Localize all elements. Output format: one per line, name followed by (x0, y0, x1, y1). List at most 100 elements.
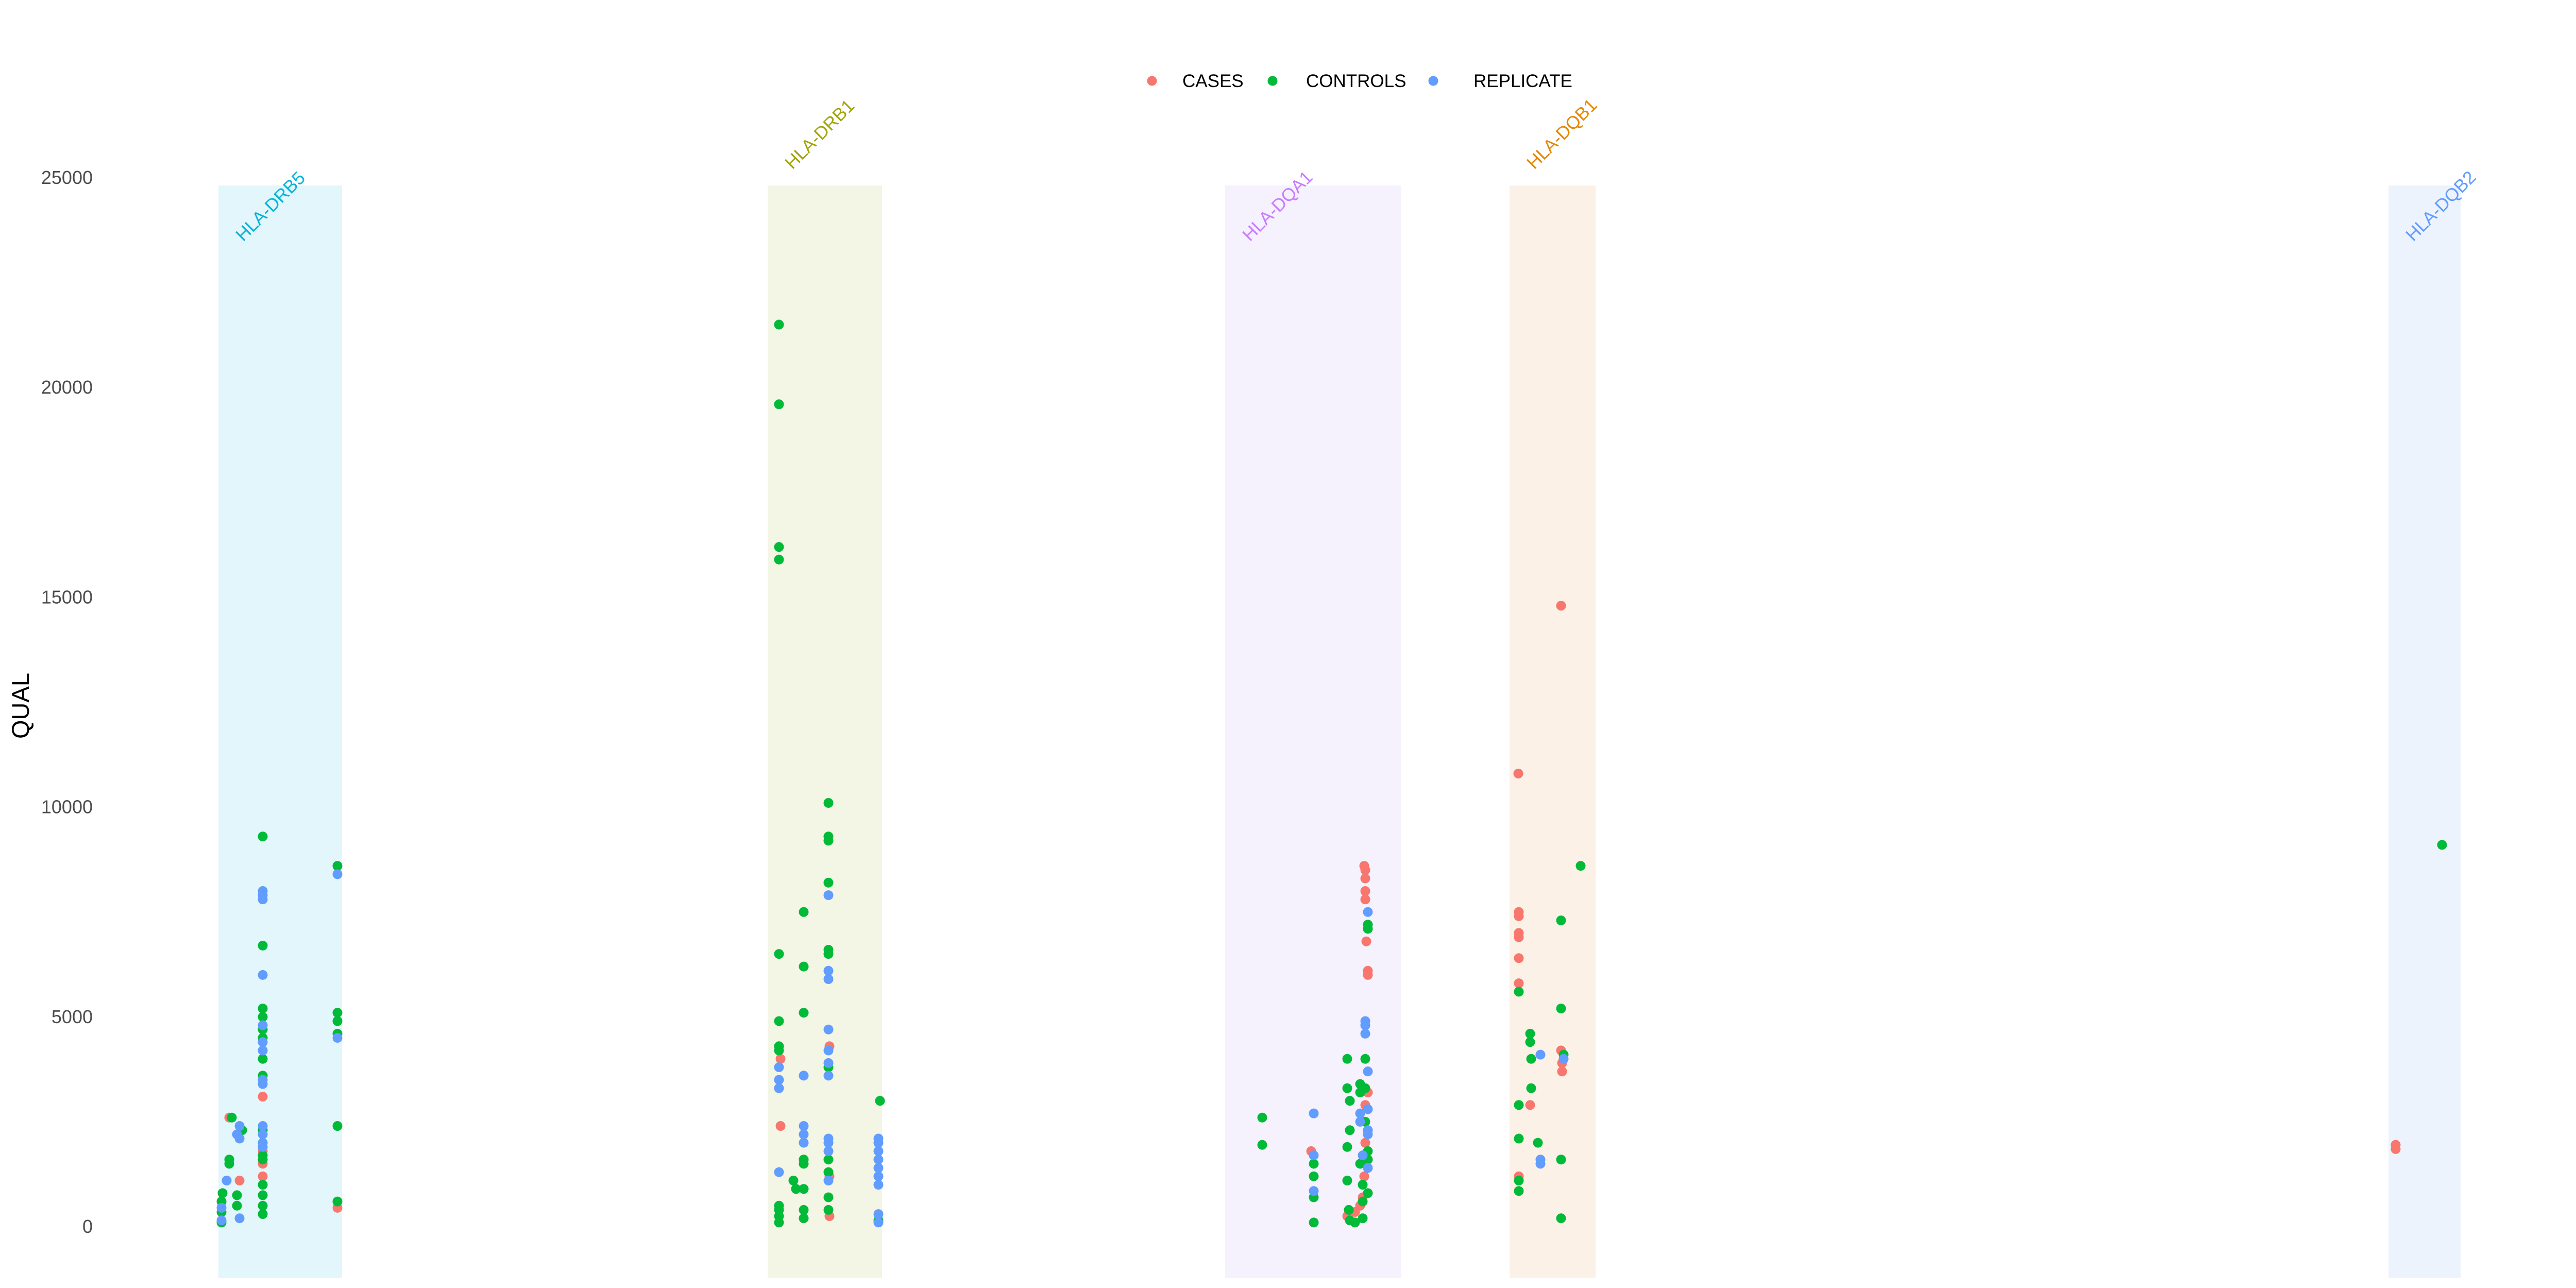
point-controls (1344, 1205, 1354, 1215)
point-controls (332, 861, 343, 871)
point-controls (823, 836, 834, 846)
point-replicate (216, 1215, 227, 1226)
point-cases (1360, 886, 1370, 896)
point-replicate (823, 1175, 834, 1185)
point-replicate (258, 1037, 268, 1047)
point-controls (823, 798, 834, 808)
legend: CASES CONTROLS REPLICATE (1147, 71, 1572, 91)
point-replicate (873, 1217, 884, 1228)
point-replicate (258, 1020, 268, 1030)
point-controls (1514, 1186, 1524, 1196)
point-controls (799, 1205, 809, 1215)
point-controls (258, 1180, 268, 1190)
y-tick-label: 0 (82, 1216, 93, 1237)
point-replicate (258, 1079, 268, 1089)
point-controls (1345, 1096, 1355, 1106)
point-replicate (873, 1138, 884, 1148)
point-controls (1309, 1217, 1319, 1228)
point-replicate (1309, 1150, 1319, 1161)
point-controls (774, 949, 784, 959)
point-controls (258, 1054, 268, 1064)
point-cases (1360, 1138, 1370, 1148)
point-controls (1342, 1175, 1352, 1185)
point-controls (1342, 1054, 1352, 1064)
point-replicate (1535, 1049, 1546, 1060)
point-controls (774, 1217, 784, 1228)
region-label-hla-drb1: HLA-DRB1 (781, 96, 858, 173)
point-controls (1257, 1112, 1267, 1123)
point-replicate (234, 1213, 245, 1224)
point-controls (258, 1200, 268, 1211)
region-band-hla-dqb2 (2388, 185, 2461, 1278)
point-controls (1358, 1196, 1368, 1207)
point-controls (1533, 1138, 1543, 1148)
point-controls (1525, 1028, 1535, 1039)
point-controls (332, 1121, 343, 1131)
point-replicate (873, 1155, 884, 1165)
legend-label-replicate: REPLICATE (1473, 71, 1572, 91)
point-replicate (1355, 1108, 1365, 1118)
point-replicate (799, 1129, 809, 1140)
point-controls (1309, 1171, 1319, 1181)
point-cases (775, 1121, 786, 1131)
point-controls (774, 1045, 784, 1056)
point-replicate (823, 974, 834, 985)
point-replicate (774, 1167, 784, 1177)
point-controls (227, 1112, 237, 1123)
point-replicate (823, 965, 834, 976)
point-controls (875, 1096, 885, 1106)
legend-key-replicate (1428, 76, 1438, 86)
point-controls (1363, 1188, 1373, 1198)
point-replicate (823, 1024, 834, 1035)
point-cases (258, 1171, 268, 1181)
region-band-hla-dqb1 (1510, 185, 1596, 1278)
point-replicate (873, 1209, 884, 1219)
point-replicate (1355, 1116, 1365, 1127)
point-replicate (823, 1071, 834, 1081)
point-cases (1363, 970, 1373, 980)
point-controls (1342, 1083, 1352, 1093)
point-replicate (799, 1138, 809, 1148)
region-band-hla-drb5 (218, 185, 342, 1278)
point-controls (1556, 915, 1566, 925)
point-replicate (258, 1045, 268, 1056)
y-tick-label: 20000 (41, 377, 93, 398)
point-controls (232, 1190, 242, 1200)
point-controls (774, 1016, 784, 1026)
point-controls (799, 1184, 809, 1194)
point-controls (1257, 1140, 1267, 1150)
point-replicate (1363, 1129, 1373, 1140)
point-replicate (216, 1202, 227, 1213)
point-replicate (332, 1033, 343, 1043)
point-replicate (258, 1129, 268, 1140)
point-controls (774, 542, 784, 552)
point-controls (774, 554, 784, 565)
point-controls (1526, 1054, 1536, 1064)
point-replicate (873, 1180, 884, 1190)
point-controls (774, 399, 784, 410)
point-controls (258, 1004, 268, 1014)
point-replicate (1363, 907, 1373, 917)
point-cases (2391, 1144, 2401, 1154)
point-replicate (799, 1071, 809, 1081)
point-cases (234, 1175, 245, 1185)
point-cases (1514, 953, 1524, 963)
point-replicate (774, 1075, 784, 1085)
point-replicate (234, 1133, 245, 1144)
point-cases (1514, 978, 1524, 989)
y-axis: 0 5000 10000 15000 20000 25000 (41, 167, 93, 1237)
point-replicate (799, 1121, 809, 1131)
legend-key-cases (1147, 76, 1157, 86)
point-cases (1361, 936, 1371, 946)
point-replicate (1309, 1108, 1319, 1118)
point-controls (1355, 1159, 1365, 1169)
point-controls (258, 1190, 268, 1200)
point-replicate (234, 1121, 245, 1131)
point-replicate (1363, 1104, 1373, 1114)
point-controls (823, 949, 834, 959)
point-replicate (258, 1121, 268, 1131)
point-controls (823, 1192, 834, 1202)
point-replicate (823, 1146, 834, 1156)
point-controls (791, 1184, 801, 1194)
